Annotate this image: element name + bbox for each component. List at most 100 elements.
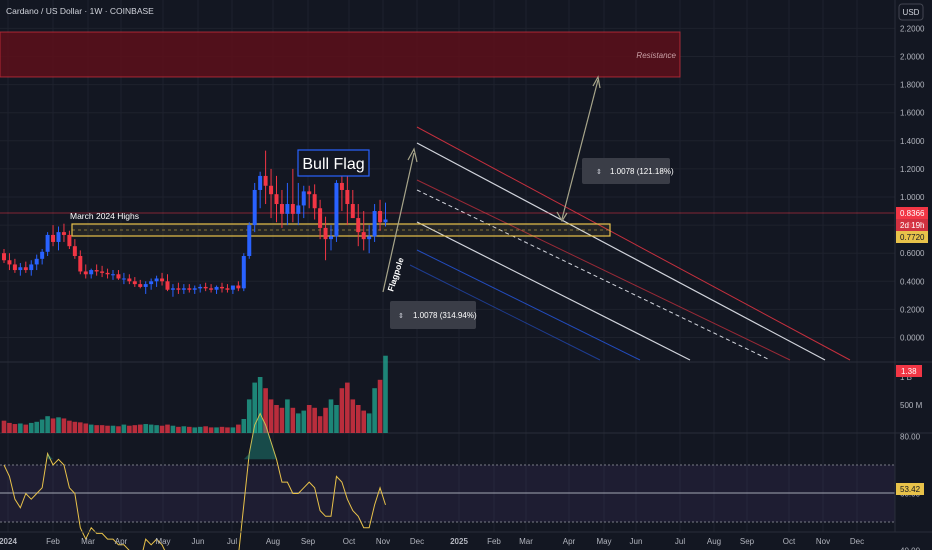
price-tick-label: 1.2000 — [900, 165, 925, 174]
candle-body — [187, 288, 192, 290]
channel-outer-line — [409, 264, 601, 361]
candle — [23, 261, 28, 273]
pattern-title-box[interactable] — [297, 149, 370, 177]
pole-measure-text: 1.0078 (314.94%) — [413, 311, 477, 320]
channel-inner-line — [416, 179, 791, 361]
candle — [12, 258, 17, 273]
candle-body — [361, 232, 366, 240]
candle-body — [111, 274, 115, 276]
rsi-tick-label: 40.00 — [900, 547, 921, 550]
candle — [127, 274, 132, 285]
candle — [121, 272, 126, 285]
candle — [160, 272, 165, 286]
candle-body — [116, 274, 121, 279]
volume-bar — [132, 425, 138, 433]
candle-body — [290, 204, 295, 214]
flagpole-label: Flagpole — [385, 256, 405, 293]
candle — [170, 284, 175, 297]
countdown-badge — [896, 219, 928, 231]
candle — [111, 270, 115, 280]
volume-bar — [137, 424, 143, 433]
candle — [72, 239, 77, 259]
volume-bar — [274, 405, 279, 433]
volume-bar — [323, 407, 328, 433]
volume-bar — [181, 426, 187, 433]
volume-bar — [230, 427, 236, 433]
target-measure-box[interactable] — [582, 158, 670, 184]
candle — [383, 202, 388, 227]
candle — [345, 168, 350, 226]
price-axis[interactable]: 0.00000.20000.40000.60000.80001.00001.20… — [900, 24, 925, 342]
target-arrowhead — [592, 75, 601, 89]
volume-axis[interactable]: 500 M 1 B — [900, 373, 923, 410]
candle-body — [154, 278, 159, 282]
volume-bar — [88, 424, 94, 433]
price-tick-label: 1.6000 — [900, 109, 925, 118]
target-arrow[interactable] — [561, 79, 599, 220]
time-tick-label: Oct — [783, 537, 796, 546]
candle — [356, 204, 361, 247]
channel-upper-line — [416, 142, 826, 361]
time-axis[interactable]: 2024 Feb Mar Apr May Jun Jul Aug Sep Oct Nov Dec 202… — [0, 531, 932, 546]
flagpole-arrow[interactable] — [382, 152, 415, 293]
candle — [236, 281, 241, 292]
candle — [367, 225, 372, 254]
candle — [67, 230, 72, 249]
candle-body — [220, 286, 224, 289]
target-arrow-tail — [556, 211, 568, 223]
candle-body — [89, 270, 94, 275]
candle — [7, 253, 12, 271]
candle-body — [334, 182, 339, 237]
volume-bar — [148, 424, 154, 433]
volume-bar — [355, 405, 361, 433]
volume-bar — [361, 410, 366, 433]
candle-body — [7, 260, 12, 265]
candle-body — [367, 236, 372, 240]
candle — [241, 253, 246, 292]
candle — [225, 284, 230, 293]
candle-body — [72, 246, 77, 257]
volume-bar — [45, 416, 50, 433]
price-tick-label: 0.4000 — [900, 277, 925, 286]
volume-bar — [203, 426, 208, 433]
candle-body — [94, 270, 99, 272]
candle — [290, 168, 295, 223]
candle-body — [29, 264, 34, 271]
candle-body — [23, 267, 28, 271]
volume-bar — [61, 418, 67, 433]
volume-bar — [350, 399, 356, 433]
pole-measure-box[interactable] — [390, 301, 476, 329]
candle-body — [285, 204, 290, 214]
currency-button[interactable] — [898, 3, 924, 21]
candle — [34, 254, 39, 271]
time-tick-label: 2025 — [450, 537, 468, 546]
candle — [2, 248, 6, 264]
price-tick-label: 1.0000 — [900, 193, 925, 202]
volume-bar — [105, 425, 110, 433]
resistance-zone[interactable] — [0, 31, 681, 78]
candle — [61, 223, 66, 242]
candle-body — [18, 267, 23, 271]
volume-value: 1.38 — [901, 367, 917, 376]
candle — [143, 281, 148, 294]
price-candles — [2, 150, 388, 297]
volume-bar — [366, 413, 372, 433]
candle — [247, 222, 252, 259]
time-tick-label: Aug — [707, 537, 721, 546]
countdown-value: 2d 19h — [900, 221, 924, 230]
candle — [154, 275, 159, 287]
candle — [279, 189, 284, 228]
volume-bar — [328, 399, 334, 433]
candle — [176, 282, 181, 294]
candle — [198, 284, 203, 293]
pattern-title: Bull Flag — [302, 156, 364, 173]
candle — [181, 284, 186, 294]
time-tick-label: 2024 — [0, 537, 17, 546]
volume-bar — [67, 420, 72, 433]
time-tick-label: Feb — [46, 537, 60, 546]
volume-bar — [176, 426, 181, 433]
candle — [350, 189, 355, 219]
rsi-tick-label: 80.00 — [900, 433, 921, 442]
volume-bar — [116, 426, 121, 433]
